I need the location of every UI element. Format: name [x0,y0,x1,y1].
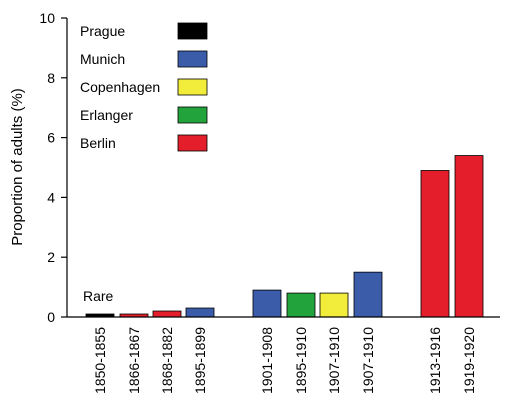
x-tick-label: 1907-1910 [326,327,342,394]
bar-1919-1920-berlin [454,155,484,318]
bar-1913-1916-berlin [420,170,450,318]
x-tick-label: 1868-1882 [159,327,175,394]
legend-label-munich: Munich [80,51,125,67]
x-tick-label: 1850-1855 [92,327,108,394]
legend: Prague Munich Copenhagen Erlanger Berlin [80,22,208,152]
y-axis-label: Proportion of adults (%) [9,88,26,246]
y-tick-label: 8 [47,70,55,86]
axes [66,18,500,318]
legend-swatch-prague [177,22,208,40]
y-tick-label: 2 [47,249,55,265]
x-tick-label: 1895-1910 [293,327,309,394]
x-tick-label: 1895-1899 [192,327,208,394]
y-tick-label: 6 [47,130,55,146]
legend-swatch-erlanger [177,106,208,124]
bar-1895-1899-munich [185,307,215,318]
bar-1868-1882-berlin [152,310,182,318]
legend-label-berlin: Berlin [80,135,116,151]
legend-swatch-copenhagen [177,78,208,96]
x-tick-label: 1913-1916 [427,327,443,394]
x-ticks: 1850-1855 1866-1867 1868-1882 1895-1899 1901… [92,327,477,394]
bar-1907-1910-copenhagen [319,292,349,318]
y-tick-label: 0 [47,309,55,325]
legend-swatch-berlin [177,134,208,152]
annotation-rare: Rare [83,288,114,304]
bar-1895-1910-erlanger [286,292,316,318]
x-tick-label: 1919-1920 [461,327,477,394]
y-tick-label: 4 [47,189,55,205]
bar-1907-1910-munich [353,271,383,318]
legend-swatch-munich [177,50,208,68]
x-tick-label: 1866-1867 [126,327,142,394]
bars [85,155,484,318]
x-tick-label: 1907-1910 [360,327,376,394]
y-tick-label: 10 [39,10,55,26]
legend-label-erlanger: Erlanger [80,107,133,123]
x-tick-label: 1901-1908 [259,327,275,394]
legend-label-prague: Prague [80,23,125,39]
bar-1901-1908-munich [252,289,282,318]
y-ticks: 0 2 4 6 8 10 [39,10,67,325]
legend-label-copenhagen: Copenhagen [80,79,160,95]
